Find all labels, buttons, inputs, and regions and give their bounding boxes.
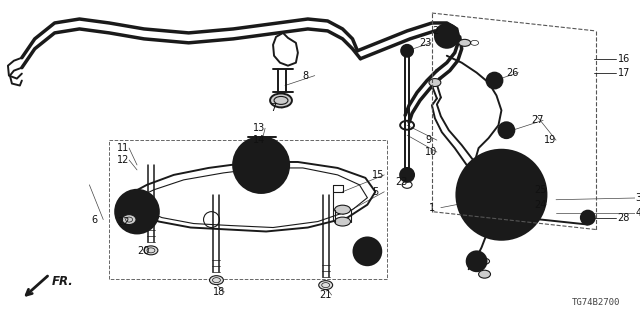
Text: 24: 24 xyxy=(534,200,547,210)
Circle shape xyxy=(353,237,381,265)
Text: 19: 19 xyxy=(544,135,556,145)
Text: 4: 4 xyxy=(636,208,640,218)
Ellipse shape xyxy=(319,281,333,290)
Circle shape xyxy=(486,73,502,89)
Text: 13: 13 xyxy=(253,123,266,133)
Text: 26: 26 xyxy=(506,68,519,78)
Circle shape xyxy=(467,251,486,271)
Text: 10: 10 xyxy=(425,147,437,157)
Text: 20: 20 xyxy=(137,246,149,256)
Circle shape xyxy=(466,193,479,207)
Text: 1: 1 xyxy=(429,203,435,213)
Text: 25: 25 xyxy=(534,185,547,195)
Circle shape xyxy=(400,168,414,182)
Circle shape xyxy=(234,137,289,193)
Text: TG74B2700: TG74B2700 xyxy=(572,298,621,307)
Circle shape xyxy=(457,150,546,239)
Ellipse shape xyxy=(429,79,441,86)
Text: 23: 23 xyxy=(395,177,408,187)
Text: 6: 6 xyxy=(92,215,97,225)
Text: 8: 8 xyxy=(303,71,309,81)
Text: 21: 21 xyxy=(320,290,332,300)
Ellipse shape xyxy=(335,217,351,226)
Circle shape xyxy=(115,190,159,234)
Circle shape xyxy=(470,163,533,227)
Circle shape xyxy=(132,207,142,217)
Text: 12: 12 xyxy=(117,155,129,165)
Circle shape xyxy=(253,157,269,173)
Circle shape xyxy=(581,211,595,225)
Circle shape xyxy=(435,24,459,48)
Text: 7: 7 xyxy=(270,103,276,113)
Ellipse shape xyxy=(144,246,158,255)
Text: 11: 11 xyxy=(117,143,129,153)
Text: 16: 16 xyxy=(618,54,630,64)
Ellipse shape xyxy=(209,276,223,284)
Text: 15: 15 xyxy=(372,170,385,180)
Ellipse shape xyxy=(459,39,470,46)
Ellipse shape xyxy=(122,215,136,225)
Text: 28: 28 xyxy=(618,212,630,223)
Text: 27: 27 xyxy=(531,115,544,125)
Text: 18: 18 xyxy=(212,287,225,297)
Text: 2: 2 xyxy=(432,26,438,36)
Text: 22: 22 xyxy=(117,217,130,227)
Text: 17: 17 xyxy=(618,68,630,78)
Ellipse shape xyxy=(270,93,292,108)
Circle shape xyxy=(499,122,515,138)
Text: FR.: FR. xyxy=(52,275,74,288)
Text: 14: 14 xyxy=(253,135,266,145)
Text: 3: 3 xyxy=(636,193,640,203)
Circle shape xyxy=(401,45,413,57)
Text: 9: 9 xyxy=(425,135,431,145)
Ellipse shape xyxy=(335,205,351,214)
Ellipse shape xyxy=(479,270,490,278)
Circle shape xyxy=(243,147,279,183)
Text: 23: 23 xyxy=(419,38,431,48)
Text: 5: 5 xyxy=(372,187,379,197)
